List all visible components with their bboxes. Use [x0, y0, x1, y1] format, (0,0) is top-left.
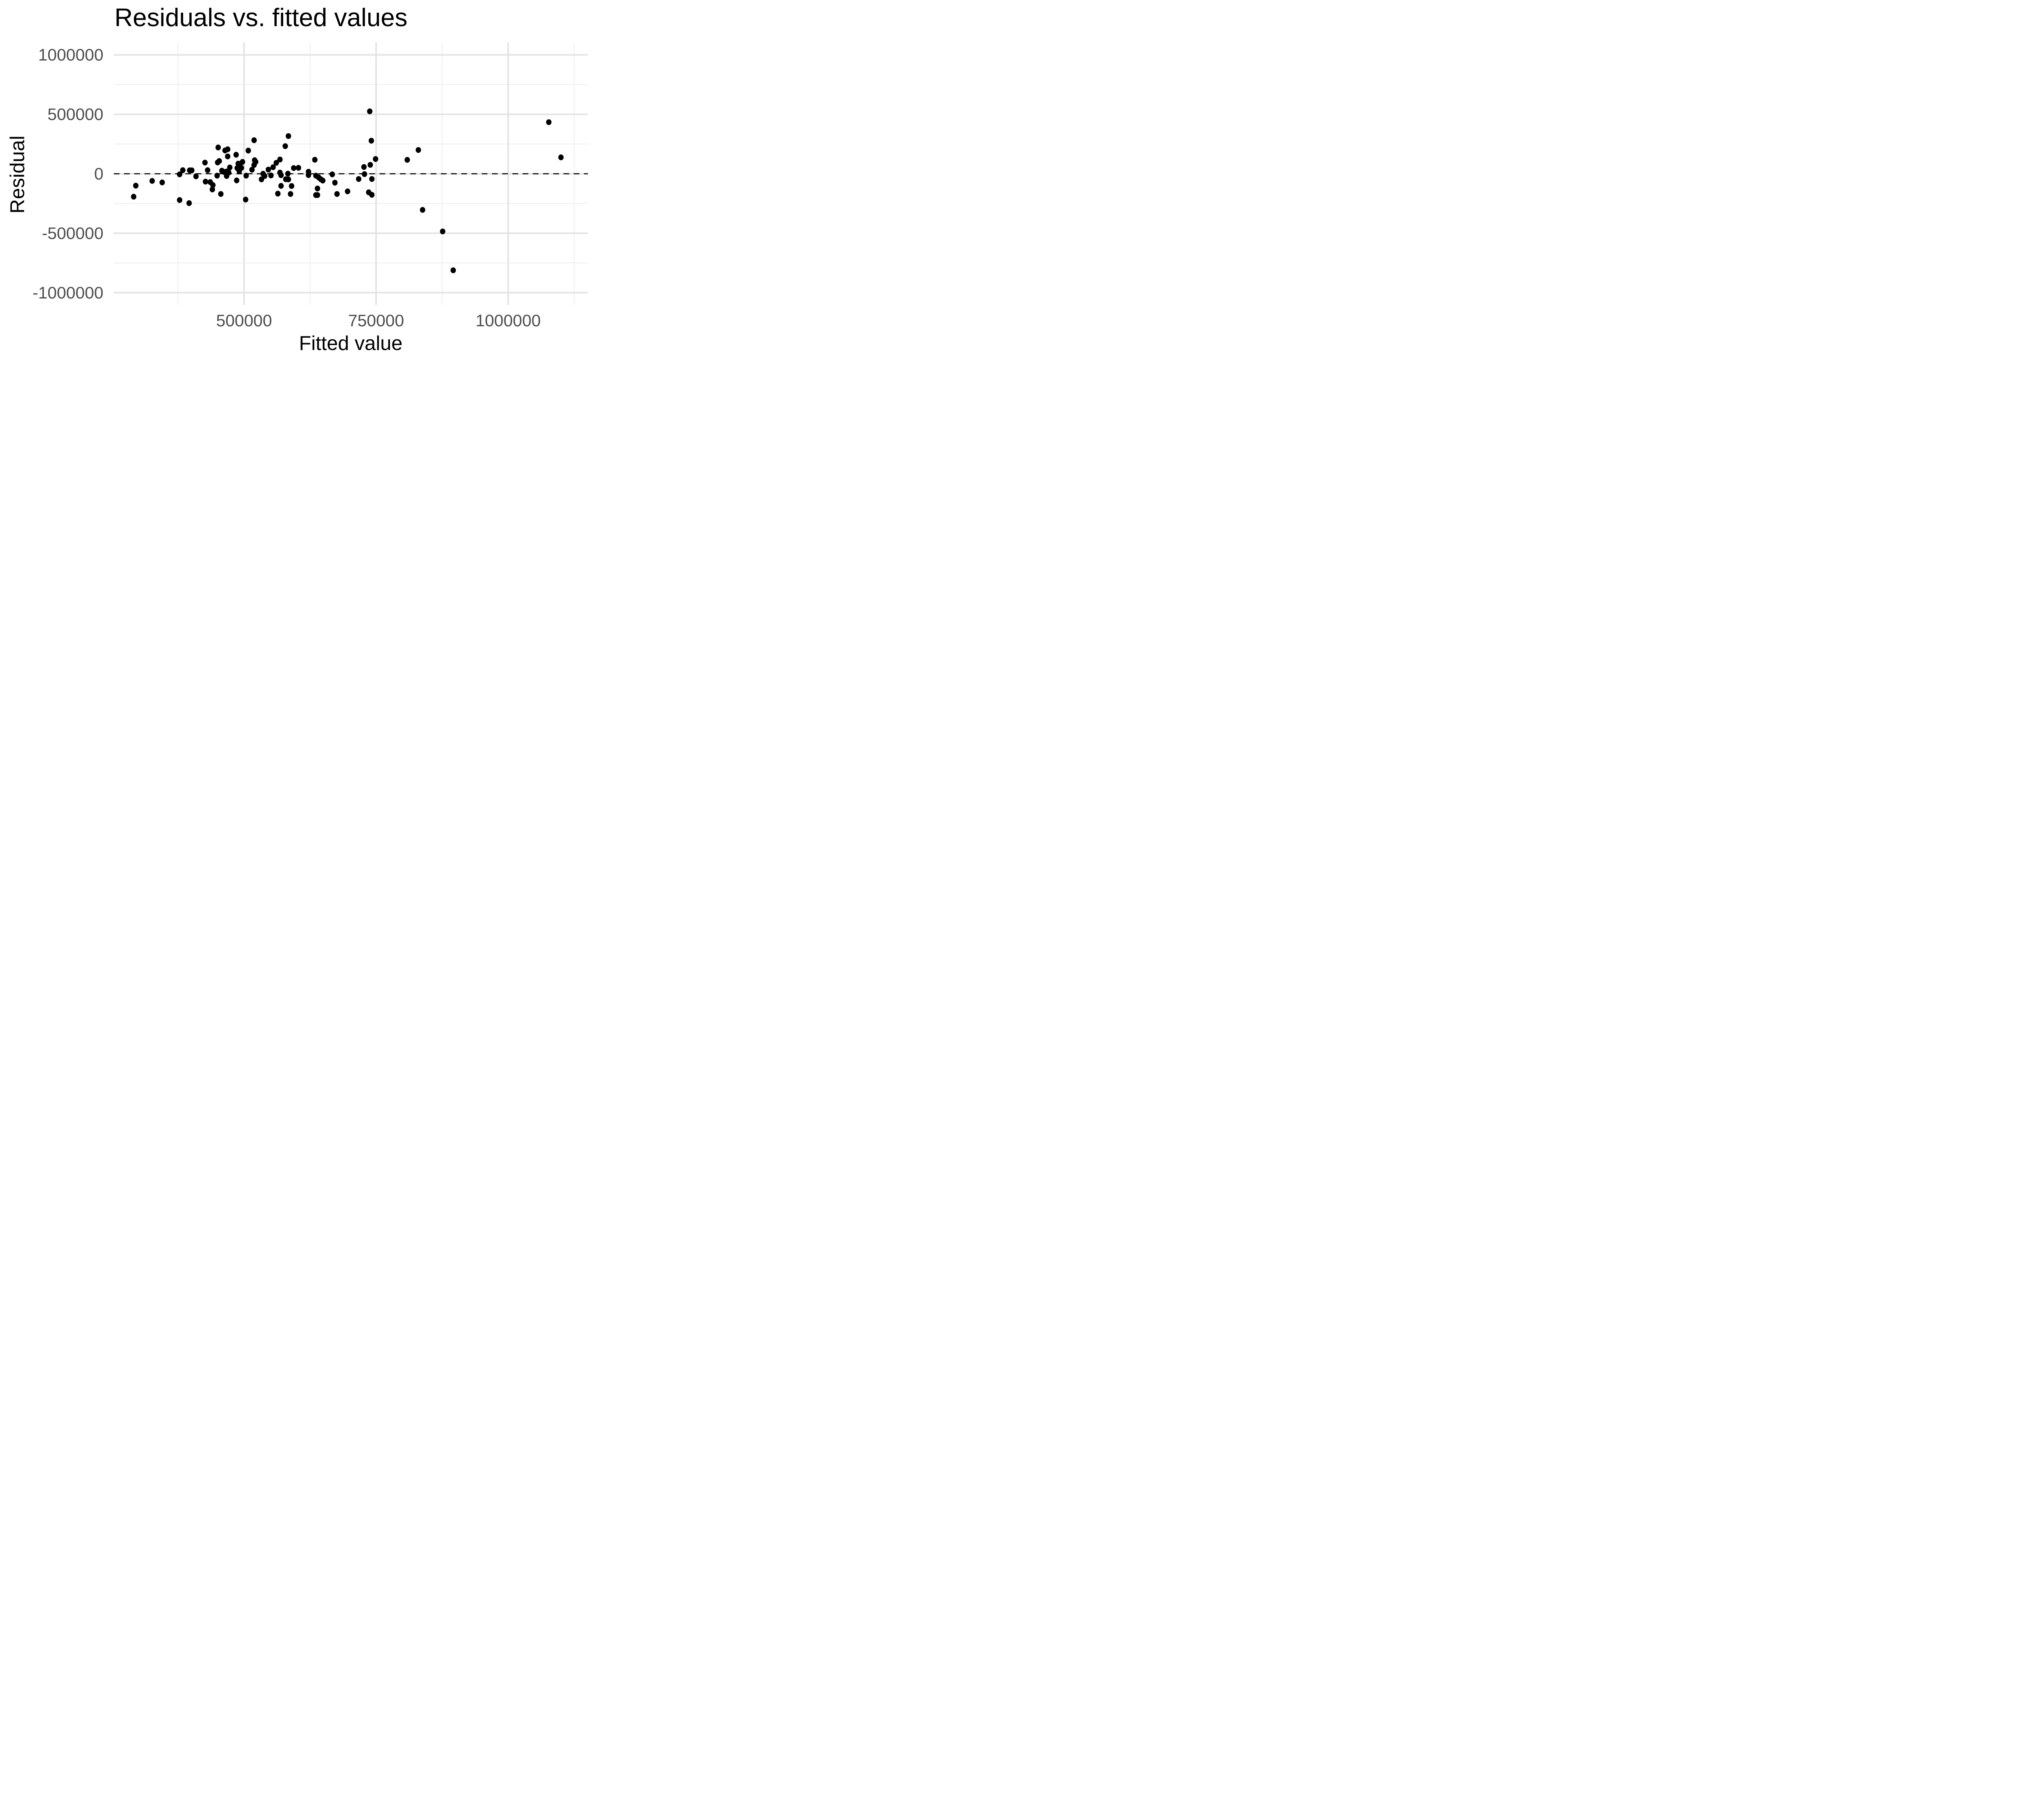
data-point — [186, 200, 192, 206]
data-point — [243, 173, 249, 179]
data-point — [265, 166, 271, 173]
data-point — [277, 157, 283, 163]
data-point — [209, 186, 215, 193]
data-point — [133, 182, 139, 189]
data-point — [268, 172, 274, 179]
data-point — [369, 192, 375, 198]
data-point — [210, 182, 216, 188]
data-point — [177, 197, 182, 203]
data-point — [314, 192, 320, 198]
data-point — [334, 191, 340, 197]
data-point — [289, 183, 294, 189]
data-point — [273, 160, 279, 166]
data-point — [259, 176, 264, 182]
y-tick-label: 1000000 — [38, 45, 103, 64]
data-point — [367, 108, 373, 114]
data-point — [361, 171, 368, 177]
data-point — [314, 185, 320, 192]
x-tick-label: 1000000 — [475, 311, 541, 330]
data-point — [332, 179, 338, 186]
data-point — [234, 177, 240, 184]
data-point — [296, 165, 301, 171]
data-point — [218, 191, 224, 197]
data-point — [278, 183, 284, 189]
data-point — [440, 228, 446, 235]
data-point — [203, 179, 208, 185]
data-point — [345, 188, 350, 195]
data-point — [285, 133, 291, 139]
data-point — [243, 197, 249, 203]
data-point — [306, 172, 312, 178]
data-point — [312, 157, 318, 163]
data-point — [215, 144, 221, 150]
data-point — [253, 159, 259, 165]
data-point — [285, 170, 291, 177]
data-point — [361, 164, 367, 170]
data-point — [275, 191, 281, 197]
data-point — [368, 138, 374, 144]
data-point — [216, 158, 222, 164]
data-point — [236, 168, 242, 174]
data-point — [356, 176, 361, 182]
y-tick-label: -500000 — [42, 224, 103, 242]
data-point — [270, 164, 276, 170]
data-point — [329, 171, 335, 177]
x-tick-label: 750000 — [348, 311, 404, 330]
data-point — [202, 159, 208, 166]
x-tick-label: 500000 — [216, 311, 272, 330]
data-point — [546, 119, 552, 125]
y-tick-label: -1000000 — [33, 283, 103, 302]
plot-title: Residuals vs. fitted values — [114, 4, 408, 32]
data-point — [225, 153, 231, 159]
x-axis-title: Fitted value — [299, 332, 403, 354]
y-tick-label: 500000 — [47, 105, 103, 124]
data-point — [249, 167, 255, 173]
data-point — [288, 191, 294, 197]
data-point — [177, 171, 182, 177]
data-point — [558, 154, 564, 160]
data-point — [285, 176, 291, 182]
data-point — [149, 178, 155, 184]
data-point — [251, 137, 257, 144]
data-point — [225, 146, 231, 153]
data-point — [224, 173, 229, 179]
data-point — [227, 164, 233, 170]
data-point — [373, 156, 379, 162]
data-point — [320, 177, 326, 184]
data-point — [193, 173, 199, 179]
data-point — [278, 172, 284, 178]
plot-area: 1000000 500000 0 -500000 -1000000 500000 75000… — [33, 43, 588, 330]
data-point — [189, 167, 195, 173]
data-point — [180, 167, 186, 173]
data-point — [214, 173, 220, 179]
figure: Residuals vs. fitted values Residual 100… — [0, 0, 589, 364]
y-axis-title: Residual — [7, 135, 29, 214]
data-point — [233, 152, 239, 158]
data-point — [282, 143, 288, 149]
data-point — [404, 157, 410, 163]
data-point — [450, 267, 456, 274]
data-point — [205, 167, 211, 173]
data-point — [369, 176, 375, 182]
data-point — [240, 159, 245, 165]
data-point — [159, 179, 165, 186]
data-point — [420, 207, 426, 213]
y-tick-label: 0 — [94, 164, 103, 183]
data-point — [368, 162, 373, 168]
data-point — [291, 165, 297, 171]
data-point — [245, 148, 251, 154]
data-point — [131, 194, 137, 200]
data-point — [415, 147, 421, 153]
